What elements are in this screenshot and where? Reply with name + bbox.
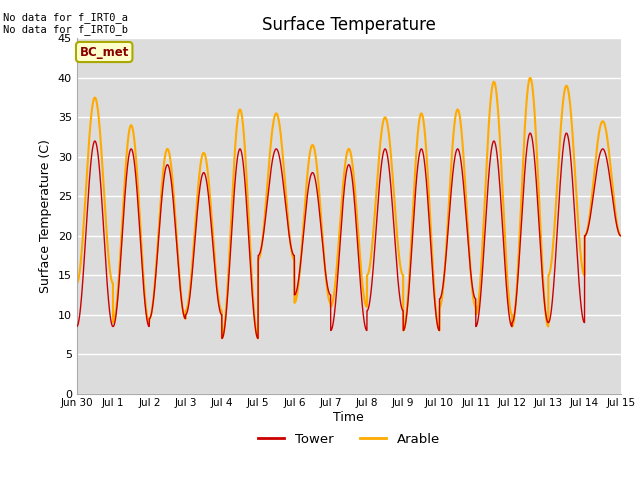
X-axis label: Time: Time bbox=[333, 411, 364, 424]
Text: BC_met: BC_met bbox=[79, 46, 129, 59]
Y-axis label: Surface Temperature (C): Surface Temperature (C) bbox=[39, 139, 52, 293]
Text: No data for f_IRT0_a
No data for f_IRT0_b: No data for f_IRT0_a No data for f_IRT0_… bbox=[3, 12, 128, 36]
Title: Surface Temperature: Surface Temperature bbox=[262, 16, 436, 34]
Legend: Tower, Arable: Tower, Arable bbox=[252, 427, 445, 451]
